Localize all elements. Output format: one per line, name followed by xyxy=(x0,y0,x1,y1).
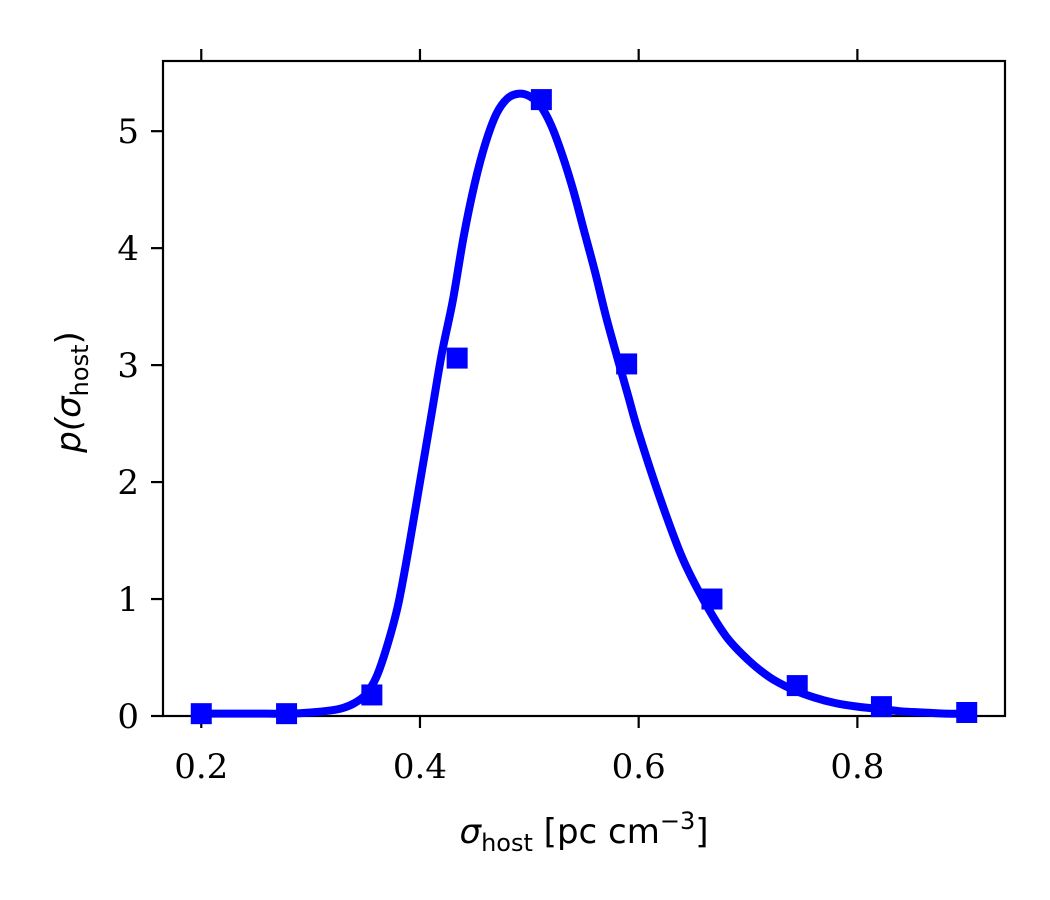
y-label-symbol: σ xyxy=(49,395,89,418)
x-label-units-suffix: ] xyxy=(695,812,708,852)
x-tick-label: 0.4 xyxy=(393,747,447,787)
x-tick-label: 0.8 xyxy=(830,747,884,787)
y-label-func: p( xyxy=(49,416,89,454)
x-axis-label: σhost [pc cm−3] xyxy=(460,807,709,857)
square-marker-point xyxy=(870,696,892,718)
square-marker-point xyxy=(190,703,212,725)
square-marker-point xyxy=(616,353,638,375)
series-layer xyxy=(190,89,978,725)
y-axis-ticks: 0 1 2 3 4 5 xyxy=(117,112,163,737)
square-marker-point xyxy=(701,588,723,610)
y-label-subscript: host xyxy=(66,345,94,397)
y-tick-label: 0 xyxy=(117,697,139,737)
x-label-units-prefix: [pc cm xyxy=(533,812,660,852)
x-label-subscript: host xyxy=(481,829,533,857)
y-tick-label: 2 xyxy=(117,463,139,503)
x-axis-ticks: 0.2 0.4 0.6 0.8 xyxy=(174,716,884,787)
square-marker-point xyxy=(446,347,468,369)
y-tick-label: 3 xyxy=(117,346,139,386)
x-label-symbol: σ xyxy=(460,812,483,852)
pdf-curve-line xyxy=(197,89,971,718)
square-marker-point xyxy=(530,89,552,111)
y-tick-label: 5 xyxy=(117,112,139,152)
x-tick-label: 0.6 xyxy=(612,747,666,787)
y-label-close: ) xyxy=(49,331,89,344)
y-tick-label: 1 xyxy=(117,580,139,620)
square-marker-point xyxy=(361,684,383,706)
x-tick-label: 0.2 xyxy=(174,747,228,787)
plot-area-frame xyxy=(161,59,1007,718)
x-axis-top-ticks xyxy=(200,49,859,61)
x-label-units-exponent: −3 xyxy=(660,807,695,835)
square-marker-point xyxy=(276,703,298,725)
y-axis-label: p(σhost) xyxy=(49,331,94,454)
y-tick-label: 4 xyxy=(117,229,139,269)
square-marker-point xyxy=(786,675,808,697)
square-marker-point xyxy=(956,701,978,723)
